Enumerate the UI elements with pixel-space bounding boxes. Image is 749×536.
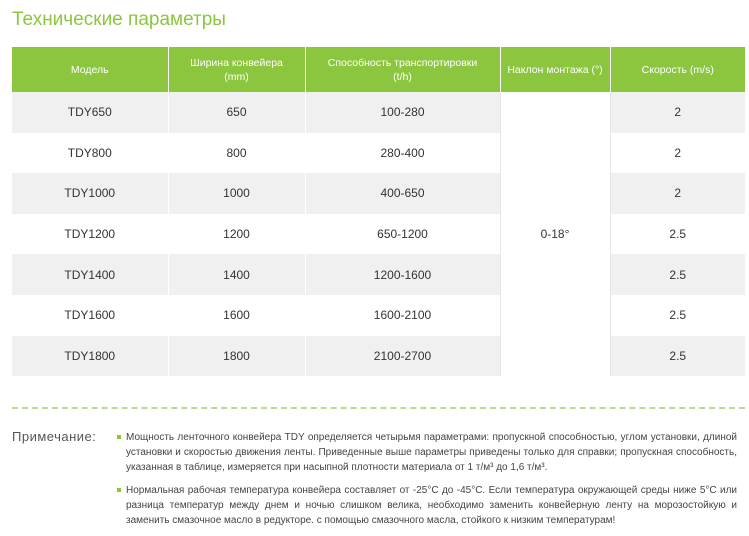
table-cell: 2.5 xyxy=(609,213,745,255)
table-cell: 2.5 xyxy=(609,335,745,377)
note-item: Мощность ленточного конвейера TDY опреде… xyxy=(117,430,737,475)
table-cell: 2 xyxy=(609,132,745,174)
header-cell: Способность транспортировки (t/h) xyxy=(304,47,500,92)
table-cell: 1600-2100 xyxy=(304,294,500,336)
table-body: TDY650 650 100-280 0-18° 2 TDY800 800 280-400 2 T… xyxy=(12,92,745,377)
table-cell: 1800 xyxy=(167,335,305,377)
table-cell: 2100-2700 xyxy=(304,335,500,377)
note-item: Нормальная рабочая температура конвейера… xyxy=(117,483,737,528)
header-cell: Скорость (m/s) xyxy=(609,47,745,92)
table-cell: 650 xyxy=(167,92,305,133)
title: Технические параметры xyxy=(12,9,226,30)
table-cell: TDY1400 xyxy=(12,254,168,295)
tilt-cell: 0-18° xyxy=(499,92,611,377)
spec-table: Модель Ширина конвейера (mm) Способность т… xyxy=(12,47,745,377)
table-cell: TDY1800 xyxy=(12,335,168,377)
note-list: Мощность ленточного конвейера TDY опреде… xyxy=(117,430,737,536)
table-cell: TDY1000 xyxy=(12,173,168,214)
table-cell: 2 xyxy=(609,173,745,214)
table-cell: 1000 xyxy=(167,173,305,214)
header-row: Модель Ширина конвейера (mm) Способность т… xyxy=(12,47,745,92)
header-cell: Наклон монтажа (°) xyxy=(499,47,610,92)
table-cell: 1200 xyxy=(167,213,305,255)
note-label: Примечание: xyxy=(12,429,97,444)
table-cell: 400-650 xyxy=(304,173,500,214)
table-row: TDY650 650 100-280 0-18° 2 xyxy=(12,92,745,377)
table-row: TDY1600 1600 1600-2100 2.5 xyxy=(12,294,745,336)
table-cell: 1200-1600 xyxy=(304,254,500,295)
table-cell: 1400 xyxy=(167,254,305,295)
table-cell: 280-400 xyxy=(304,132,500,174)
table-cell: 100-280 xyxy=(304,92,500,133)
table-cell: 2.5 xyxy=(609,254,745,295)
table-row: TDY1200 1200 650-1200 2.5 xyxy=(12,213,745,255)
table-cell: 1600 xyxy=(167,294,305,336)
table-cell: TDY1600 xyxy=(64,308,116,323)
table-cell: TDY800 xyxy=(67,145,112,160)
header-cell: Ширина конвейера (mm) xyxy=(167,47,305,92)
table-row: TDY1800 1800 2100-2700 2.5 xyxy=(12,335,745,377)
table-row: TDY1000 1000 400-650 2 xyxy=(12,173,745,214)
table-cell: 2.5 xyxy=(609,294,745,336)
table-row: TDY1400 1400 1200-1600 2.5 xyxy=(12,254,745,295)
table-cell: TDY1200 xyxy=(64,227,116,242)
table-row: TDY800 800 280-400 2 xyxy=(12,132,745,174)
table-cell: TDY650 xyxy=(12,92,168,133)
table-cell: 650-1200 xyxy=(304,213,500,255)
header-cell: Модель xyxy=(12,47,168,92)
table-cell: 2 xyxy=(609,92,745,133)
table-cell: 800 xyxy=(167,132,305,174)
divider xyxy=(12,407,745,409)
